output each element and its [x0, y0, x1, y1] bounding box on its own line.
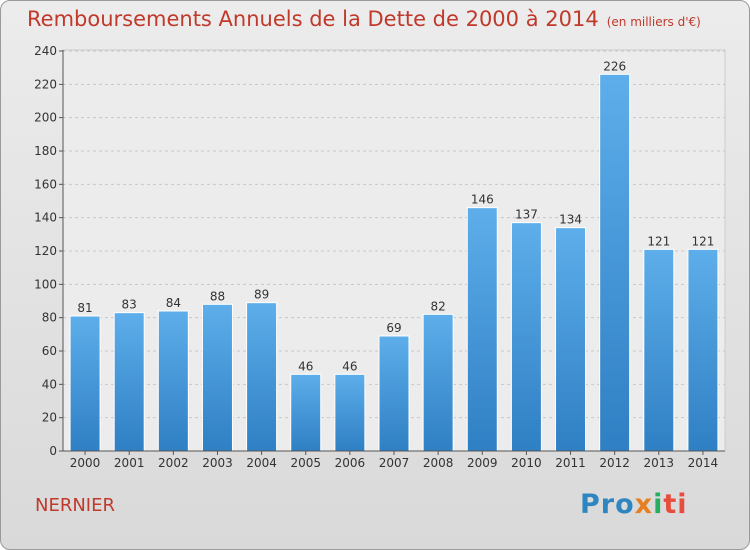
bar-2006	[334, 373, 366, 452]
bar-value-label: 137	[515, 208, 538, 222]
x-tick-label: 2011	[555, 456, 586, 470]
chart-subtitle: (en milliers d'€)	[606, 15, 701, 29]
bar-2011	[555, 227, 587, 452]
bar-2004	[246, 302, 278, 452]
bar-2012	[599, 73, 631, 452]
y-tick-label: 80	[42, 311, 57, 325]
bar-2000	[69, 315, 101, 452]
logo-part-2: x	[634, 489, 654, 520]
chart-title: Remboursements Annuels de la Dette de 20…	[27, 7, 701, 31]
bar-value-label: 88	[210, 289, 225, 303]
x-tick-label: 2000	[70, 456, 101, 470]
bar-2001	[113, 312, 145, 452]
proxiti-logo: Proxiti	[580, 489, 688, 520]
commune-name: NERNIER	[35, 495, 115, 516]
x-tick-label: 2013	[644, 456, 675, 470]
x-axis: 2000 2001 2002 2003 2004 2005 2006 2007 2008 2009…	[63, 450, 725, 470]
bar-2009	[466, 207, 498, 452]
bars: 81 83 84 88 89 46 46 69 82 146 137 134 226 121 121	[69, 59, 719, 452]
y-tick-label: 40	[42, 377, 57, 391]
x-tick-label: 2012	[599, 456, 630, 470]
logo-part-1: Pro	[580, 489, 635, 520]
x-tick-label: 2005	[290, 456, 321, 470]
bar-value-label: 46	[342, 359, 357, 373]
bar-value-label: 82	[430, 299, 445, 313]
bar-2013	[643, 248, 675, 452]
logo-part-3: i	[653, 489, 664, 520]
y-tick-label: 240	[34, 44, 57, 58]
x-tick-label: 2014	[688, 456, 719, 470]
x-tick-label: 2010	[511, 456, 542, 470]
bar-value-label: 226	[603, 59, 626, 73]
bar-value-label: 89	[254, 288, 269, 302]
y-tick-label: 0	[49, 444, 57, 458]
x-tick-label: 2003	[202, 456, 233, 470]
x-tick-label: 2001	[114, 456, 145, 470]
y-tick-label: 160	[34, 177, 57, 191]
bar-value-label: 83	[122, 298, 137, 312]
bar-2014	[687, 248, 719, 452]
y-tick-label: 220	[34, 77, 57, 91]
y-tick-label: 180	[34, 144, 57, 158]
chart-title-text: Remboursements Annuels de la Dette de 20…	[27, 7, 599, 31]
bar-value-label: 81	[77, 301, 92, 315]
bar-2007	[378, 335, 410, 452]
bar-value-label: 46	[298, 359, 313, 373]
bar-2003	[201, 303, 233, 452]
x-tick-label: 2002	[158, 456, 189, 470]
bar-2010	[510, 222, 542, 452]
y-axis: 0 20 40 60 80 100 120 140 160 180 200 220 240	[34, 44, 64, 458]
y-tick-label: 100	[34, 277, 57, 291]
y-tick-label: 200	[34, 111, 57, 125]
bar-2008	[422, 313, 454, 452]
y-tick-label: 140	[34, 211, 57, 225]
x-tick-label: 2008	[423, 456, 454, 470]
y-tick-label: 120	[34, 244, 57, 258]
x-tick-label: 2007	[379, 456, 410, 470]
logo-part-4: ti	[663, 489, 688, 520]
bar-value-label: 121	[647, 234, 670, 248]
bar-2002	[157, 310, 189, 452]
x-tick-label: 2006	[335, 456, 366, 470]
y-tick-label: 20	[42, 411, 57, 425]
x-tick-label: 2004	[246, 456, 277, 470]
bar-value-label: 69	[386, 321, 401, 335]
bar-value-label: 84	[166, 296, 181, 310]
bar-2005	[290, 373, 322, 452]
y-tick-label: 60	[42, 344, 57, 358]
bar-value-label: 134	[559, 213, 582, 227]
bar-value-label: 146	[471, 193, 494, 207]
bar-value-label: 121	[691, 234, 714, 248]
x-tick-label: 2009	[467, 456, 498, 470]
